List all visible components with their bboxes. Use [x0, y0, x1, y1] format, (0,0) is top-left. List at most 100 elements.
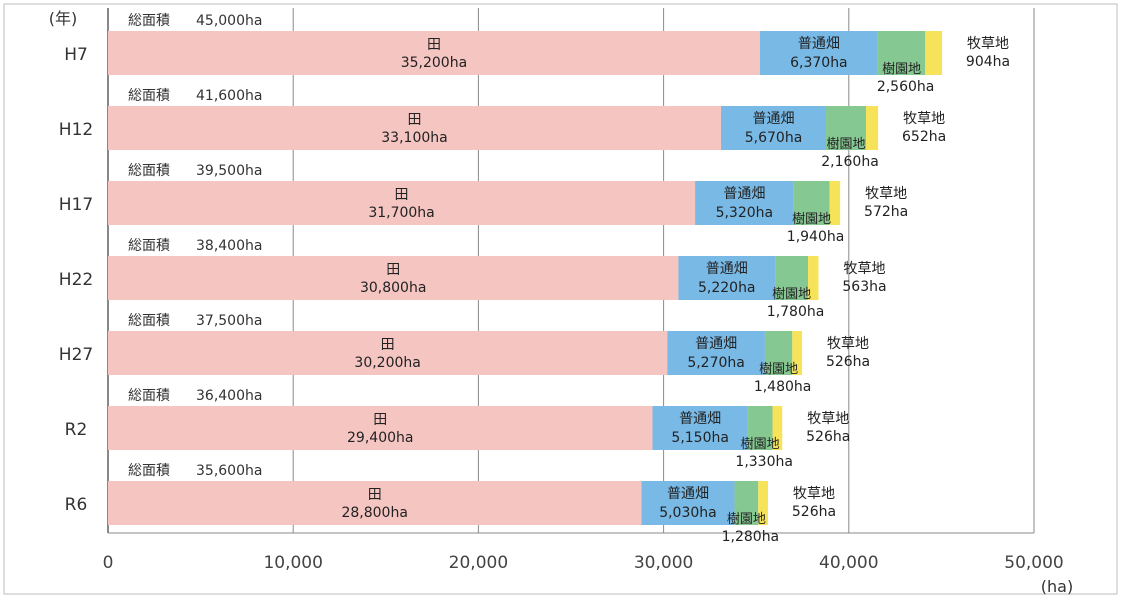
bar-segment-3 — [747, 406, 773, 450]
category-label: H12 — [59, 120, 93, 140]
x-tick-label: 50,000 — [1004, 553, 1063, 573]
series-name-label: 普通畑 — [679, 411, 721, 427]
series-value-label: 526ha — [826, 354, 870, 370]
series-name-label: 牧草地 — [843, 261, 885, 277]
series-name-label: 牧草地 — [967, 36, 1009, 52]
series-value-label: 904ha — [966, 54, 1010, 70]
bar-segment-2 — [641, 481, 735, 525]
series-value-label: 2,160ha — [821, 154, 879, 170]
series-value-label: 30,800ha — [360, 280, 426, 296]
series-name-label: 田 — [381, 337, 395, 353]
series-value-label: 563ha — [842, 279, 886, 295]
series-name-label: 田 — [373, 412, 387, 428]
series-name-label: 牧草地 — [793, 486, 835, 502]
total-value-label: 37,500ha — [196, 313, 262, 329]
series-name-label: 樹園地 — [741, 437, 780, 452]
bar-segment-3 — [764, 331, 793, 375]
series-name-label: 牧草地 — [807, 411, 849, 427]
bar-segment-1 — [108, 331, 668, 375]
series-name-label: 牧草地 — [865, 186, 907, 202]
series-name-label: 普通畑 — [753, 111, 795, 127]
series-name-label: 樹園地 — [827, 137, 866, 152]
bar-segment-1 — [108, 406, 653, 450]
series-name-label: 樹園地 — [882, 62, 921, 77]
category-label: R2 — [65, 420, 88, 440]
bar-segment-4 — [829, 181, 841, 225]
series-name-label: 田 — [386, 262, 400, 278]
series-name-label: 樹園地 — [759, 362, 798, 377]
series-value-label: 1,940ha — [787, 229, 845, 245]
series-value-label: 35,200ha — [401, 55, 467, 71]
bar-segment-3 — [775, 256, 809, 300]
x-axis: 0 10,000 20,000 30,000 40,000 50,000 — [103, 553, 1064, 573]
series-value-label: 652ha — [902, 129, 946, 145]
series-name-label: 田 — [427, 37, 441, 53]
bar-segment-2 — [759, 31, 878, 75]
series-value-label: 1,780ha — [767, 304, 825, 320]
bar-segment-2 — [678, 256, 776, 300]
data-labels: H7 総面積 45,000ha 田 35,200ha 普通畑 6,370ha 樹園地 2,560… — [59, 13, 1010, 545]
series-value-label: 6,370ha — [790, 55, 848, 71]
bar-segment-1 — [108, 31, 760, 75]
bar-segment-1 — [108, 481, 642, 525]
x-tick-label: 20,000 — [449, 553, 508, 573]
series-value-label: 33,100ha — [381, 130, 447, 146]
series-name-label: 樹園地 — [772, 287, 811, 302]
bar-segment-3 — [793, 181, 830, 225]
total-prefix-label: 総面積 — [128, 388, 170, 404]
category-label: H22 — [59, 270, 93, 290]
series-value-label: 1,330ha — [735, 454, 793, 470]
total-prefix-label: 総面積 — [128, 238, 170, 254]
series-value-label: 1,480ha — [754, 379, 812, 395]
total-value-label: 35,600ha — [196, 463, 262, 479]
series-name-label: 牧草地 — [903, 111, 945, 127]
total-prefix-label: 総面積 — [128, 163, 170, 179]
bar-segment-2 — [652, 406, 748, 450]
bar-segment-1 — [108, 106, 722, 150]
series-value-label: 5,150ha — [671, 430, 729, 446]
series-name-label: 樹園地 — [792, 212, 831, 227]
bar-segment-3 — [826, 106, 867, 150]
series-name-label: 普通畑 — [723, 186, 765, 202]
series-value-label: 29,400ha — [347, 430, 413, 446]
bar-segment-4 — [792, 331, 803, 375]
series-value-label: 5,320ha — [716, 205, 774, 221]
series-name-label: 田 — [368, 487, 382, 503]
series-value-label: 5,030ha — [659, 505, 717, 521]
bar-segment-2 — [667, 331, 765, 375]
x-tick-label: 0 — [103, 553, 114, 573]
category-label: H7 — [64, 45, 88, 65]
bar-segment-4 — [772, 406, 783, 450]
series-name-label: 樹園地 — [727, 512, 766, 527]
series-value-label: 30,200ha — [354, 355, 420, 371]
bars — [108, 31, 943, 525]
series-value-label: 5,670ha — [745, 130, 803, 146]
bar-segment-2 — [721, 106, 827, 150]
category-label: H27 — [59, 345, 93, 365]
series-name-label: 田 — [408, 112, 422, 128]
total-prefix-label: 総面積 — [128, 88, 170, 104]
x-tick-label: 40,000 — [819, 553, 878, 573]
x-tick-label: 30,000 — [634, 553, 693, 573]
bar-segment-4 — [866, 106, 879, 150]
series-name-label: 田 — [395, 187, 409, 203]
x-tick-label: 10,000 — [263, 553, 322, 573]
series-name-label: 普通畑 — [706, 261, 748, 277]
total-prefix-label: 総面積 — [128, 13, 170, 29]
series-value-label: 31,700ha — [368, 205, 434, 221]
bar-segment-3 — [734, 481, 759, 525]
series-value-label: 1,280ha — [722, 529, 780, 545]
series-value-label: 526ha — [792, 504, 836, 520]
series-value-label: 5,220ha — [698, 280, 756, 296]
series-value-label: 5,270ha — [687, 355, 745, 371]
year-axis-label: (年) — [49, 9, 78, 28]
bar-segment-3 — [877, 31, 926, 75]
total-value-label: 39,500ha — [196, 163, 262, 179]
series-value-label: 2,560ha — [877, 79, 935, 95]
total-value-label: 38,400ha — [196, 238, 262, 254]
bar-segment-1 — [108, 256, 679, 300]
total-value-label: 41,600ha — [196, 88, 262, 104]
bar-segment-2 — [695, 181, 794, 225]
series-name-label: 普通畑 — [695, 336, 737, 352]
